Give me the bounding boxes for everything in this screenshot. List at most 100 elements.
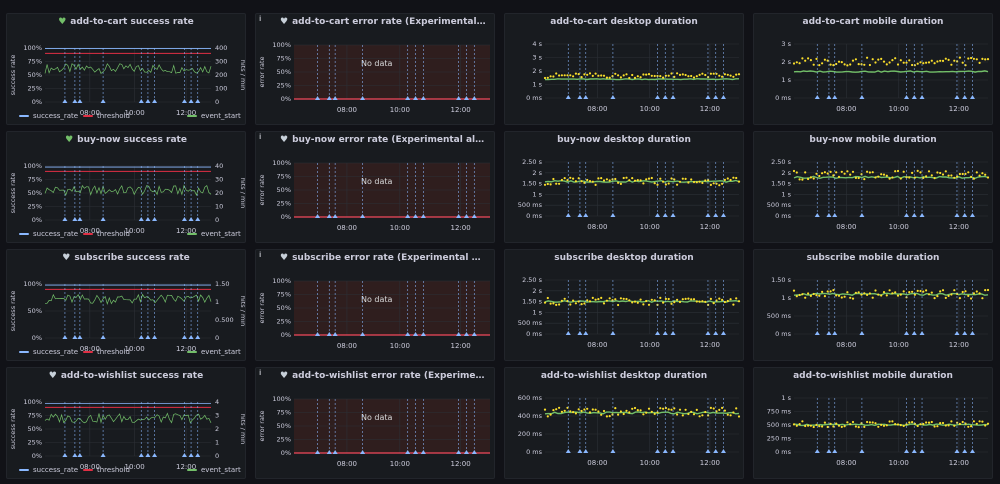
duration-point	[818, 174, 821, 178]
panel-add-to-cart-error-rate[interactable]: i ♥ add-to-cart error rate (Experimental a…	[255, 13, 495, 125]
legend-item-threshold[interactable]: threshold	[83, 348, 130, 356]
duration-point	[684, 73, 687, 77]
duration-point	[846, 170, 849, 173]
duration-point	[860, 173, 863, 176]
panel-add-to-wishlist-error-rate[interactable]: i ♥ add-to-wishlist error rate (Experiment…	[255, 367, 495, 479]
x-tick-label: 08:00	[587, 223, 607, 231]
duration-point	[628, 179, 631, 182]
panel-title[interactable]: ♥ add-to-wishlist success rate	[7, 371, 245, 381]
panel-buy-now-error-rate[interactable]: i ♥ buy-now error rate (Experimental alert…	[255, 131, 495, 243]
panel-title[interactable]: ♥ add-to-cart error rate (Experimental al…	[256, 17, 494, 27]
event-marker	[670, 95, 676, 99]
duration-point	[837, 175, 841, 178]
panel-title[interactable]: ♥ add-to-wishlist error rate (Experimenta…	[256, 371, 494, 381]
y-tick-label: 500 ms	[767, 312, 792, 320]
event-marker	[969, 331, 975, 335]
info-icon[interactable]: i	[259, 15, 262, 23]
legend-item-event_start[interactable]: event_start	[187, 112, 241, 120]
info-icon[interactable]: i	[259, 251, 262, 259]
duration-point	[961, 290, 964, 294]
legend-item-success_rate[interactable]: success_rate	[19, 112, 78, 120]
legend-item-success_rate[interactable]: success_rate	[19, 466, 78, 474]
legend-item-threshold[interactable]: threshold	[83, 466, 130, 474]
duration-point	[837, 424, 841, 427]
y2-tick-label: 20	[215, 189, 223, 197]
duration-point	[877, 425, 880, 428]
panel-title[interactable]: ♥ add-to-cart success rate	[7, 17, 245, 27]
legend-item-success_rate[interactable]: success_rate	[19, 348, 78, 356]
duration-point	[594, 72, 597, 75]
panel-add-to-wishlist-desktop-duration[interactable]: add-to-wishlist desktop duration 600 ms 40…	[504, 367, 744, 479]
legend-item-success_rate[interactable]: success_rate	[19, 230, 78, 238]
duration-point	[832, 289, 835, 292]
x-tick-label: 08:00	[337, 460, 357, 468]
duration-point	[911, 421, 914, 424]
panel-add-to-cart-success-rate[interactable]: ♥ add-to-cart success rate 100% 75% 50% 25% 0%…	[6, 13, 246, 125]
legend-item-event_start[interactable]: event_start	[187, 466, 241, 474]
duration-point	[572, 299, 575, 302]
y-tick-label: 25%	[277, 82, 291, 90]
event-marker	[911, 213, 917, 217]
duration-point	[611, 178, 614, 181]
duration-point	[552, 409, 555, 412]
event-marker	[610, 213, 616, 217]
duration-point	[681, 414, 684, 417]
duration-point	[832, 64, 835, 67]
duration-point	[860, 422, 863, 425]
duration-point	[807, 292, 810, 295]
event-marker	[181, 453, 187, 457]
y-tick-label: 0 ms	[775, 448, 792, 456]
x-tick-label: 08:00	[836, 105, 856, 113]
event-markers	[565, 398, 726, 453]
legend-item-event_start[interactable]: event_start	[187, 230, 241, 238]
legend-swatch	[83, 351, 93, 353]
duration-point	[701, 72, 704, 75]
panel-subscribe-success-rate[interactable]: ♥ subscribe success rate 100% 50% 0% 1.50 1 0.5…	[6, 249, 246, 361]
duration-point	[600, 74, 603, 77]
panel-title[interactable]: ♥ buy-now error rate (Experimental alerts…	[256, 135, 494, 145]
duration-points	[792, 420, 990, 429]
duration-point	[645, 411, 648, 414]
legend-item-event_start[interactable]: event_start	[187, 348, 241, 356]
panel-subscribe-error-rate[interactable]: i ♥ subscribe error rate (Experimental ale…	[255, 249, 495, 361]
duration-point	[894, 57, 897, 60]
legend-item-threshold[interactable]: threshold	[83, 112, 130, 120]
duration-point	[821, 62, 824, 65]
duration-point	[667, 182, 670, 185]
panel-add-to-wishlist-mobile-duration[interactable]: add-to-wishlist mobile duration 1 s 750 ms…	[753, 367, 993, 479]
duration-point	[835, 62, 838, 66]
duration-point	[941, 421, 945, 425]
duration-point	[849, 63, 852, 66]
panel-title[interactable]: ♥ buy-now success rate	[7, 135, 245, 145]
duration-point	[602, 179, 606, 182]
duration-point	[600, 413, 603, 416]
x-tick-label: 12:00	[176, 109, 196, 117]
duration-point	[801, 420, 804, 423]
y-tick-label: 0 ms	[526, 212, 543, 220]
info-icon[interactable]: i	[259, 133, 262, 141]
duration-point	[798, 423, 801, 426]
event-marker	[62, 453, 68, 457]
duration-point	[698, 180, 701, 183]
legend-item-threshold[interactable]: threshold	[83, 230, 130, 238]
panel-add-to-wishlist-success-rate[interactable]: ♥ add-to-wishlist success rate 100% 75% 50% 2…	[6, 367, 246, 479]
event-markers	[315, 281, 477, 336]
duration-point	[642, 182, 645, 185]
panel-buy-now-success-rate[interactable]: ♥ buy-now success rate 100% 75% 50% 25% 0% 40 30…	[6, 131, 246, 243]
event-marker	[188, 335, 194, 339]
duration-point	[639, 409, 642, 412]
panel-title[interactable]: ♥ subscribe success rate	[7, 253, 245, 263]
info-icon[interactable]: i	[259, 369, 262, 377]
event-marker	[62, 99, 68, 103]
panel-title[interactable]: ♥ subscribe error rate (Experimental aler…	[256, 253, 494, 263]
duration-point	[953, 176, 956, 179]
hits-line	[44, 293, 212, 305]
x-tick-label: 10:00	[125, 463, 145, 471]
event-marker	[463, 332, 469, 336]
